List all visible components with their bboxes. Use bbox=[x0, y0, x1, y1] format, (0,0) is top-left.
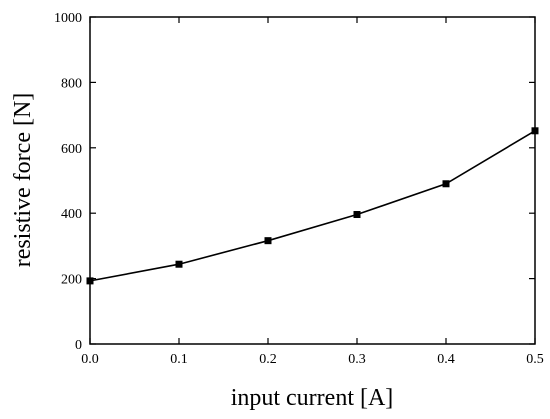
y-tick-label: 800 bbox=[61, 76, 82, 91]
y-tick-label: 400 bbox=[61, 207, 82, 222]
x-tick-label: 0.3 bbox=[348, 352, 366, 367]
y-tick-label: 200 bbox=[61, 273, 82, 288]
data-point-marker bbox=[175, 260, 183, 268]
x-tick-label: 0.1 bbox=[170, 352, 188, 367]
data-point-marker bbox=[264, 237, 272, 245]
data-series bbox=[86, 127, 539, 285]
y-tick-label: 600 bbox=[61, 142, 82, 157]
y-tick-label: 0 bbox=[75, 338, 82, 353]
tick-labels: 0.0 0.1 0.2 0.3 0.4 0.5 0 200 400 600 800 1000 bbox=[54, 11, 544, 367]
y-axis-title: resistive force [N] bbox=[10, 93, 36, 268]
x-tick-label: 0.5 bbox=[526, 352, 544, 367]
x-tick-label: 0.4 bbox=[437, 352, 455, 367]
series-line bbox=[89, 130, 536, 282]
y-tick-label: 1000 bbox=[54, 11, 82, 26]
plot-frame bbox=[89, 16, 536, 345]
data-point-marker bbox=[353, 211, 361, 219]
x-tick-label: 0.0 bbox=[81, 352, 99, 367]
x-axis-title: input current [A] bbox=[231, 385, 394, 411]
x-tick-label: 0.2 bbox=[259, 352, 277, 367]
axis-ticks bbox=[89, 16, 536, 345]
data-point-marker bbox=[442, 180, 450, 188]
